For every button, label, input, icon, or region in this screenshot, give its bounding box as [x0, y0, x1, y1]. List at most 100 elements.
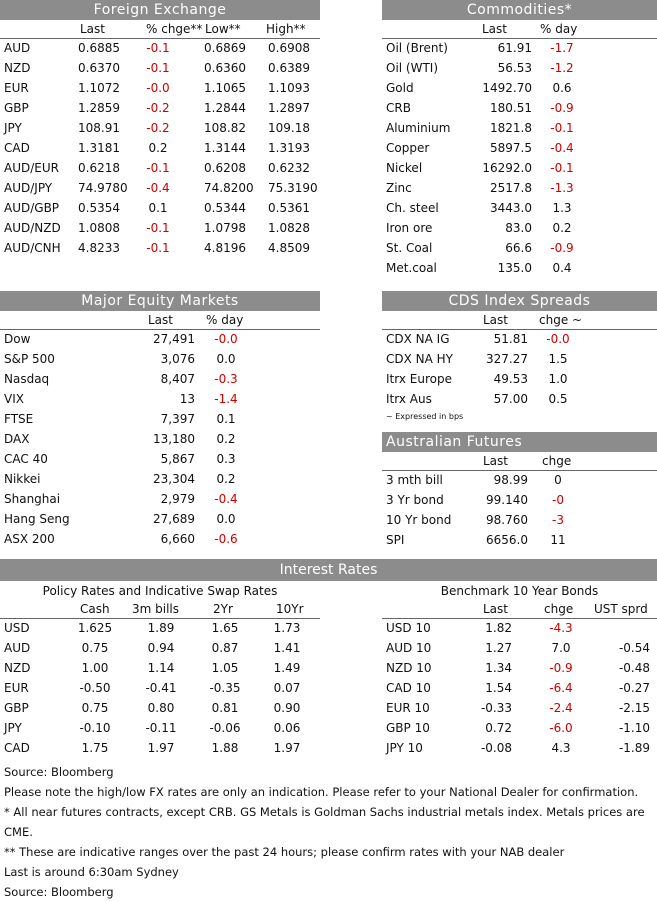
equity-row: Nikkei 23,304 0.2	[0, 470, 320, 490]
equity-chge: -0.0	[214, 332, 238, 346]
fx-low: 1.1065	[204, 81, 246, 95]
bond-ust-sprd: -0.54	[618, 641, 650, 655]
cds-name: Itrx Aus	[386, 392, 432, 406]
commodity-row: Nickel 16292.0 -0.1	[382, 159, 657, 179]
fx-row: AUD/NZD 1.0808 -0.1 1.0798 1.0828	[0, 219, 320, 239]
cds-last: 49.53	[493, 372, 528, 386]
commodity-name: Nickel	[386, 161, 423, 175]
footer-line: Source: Bloomberg	[4, 765, 114, 779]
fx-low: 74.8200	[204, 181, 254, 195]
commodity-chge: -0.4	[550, 141, 574, 155]
equity-name: ASX 200	[4, 532, 55, 546]
cds-chge: 1.0	[548, 372, 568, 386]
cds-chge: 0.5	[548, 392, 568, 406]
fx-row: AUD/EUR 0.6218 -0.1 0.6208 0.6232	[0, 159, 320, 179]
commodities-header-last: Last	[482, 22, 507, 36]
commodity-name: Oil (Brent)	[386, 41, 448, 55]
commodity-row: Gold 1492.70 0.6	[382, 79, 657, 99]
fx-high: 1.2897	[268, 101, 310, 115]
fx-chge: -0.1	[146, 61, 170, 75]
policy-cash: 1.625	[77, 621, 113, 635]
commodity-last: 66.6	[505, 241, 532, 255]
fx-currency: JPY	[4, 121, 22, 135]
fx-last: 1.0808	[78, 221, 120, 235]
fx-title: Foreign Exchange	[0, 0, 320, 20]
equity-name: Nasdaq	[4, 372, 50, 386]
fx-row: AUD/CNH 4.8233 -0.1 4.8196 4.8509	[0, 239, 320, 259]
commodity-row: St. Coal 66.6 -0.9	[382, 239, 657, 259]
equity-row: VIX 13 -1.4	[0, 390, 320, 410]
commodity-last: 1492.70	[482, 81, 532, 95]
equity-row: DAX 13,180 0.2	[0, 430, 320, 450]
commodity-last: 83.0	[505, 221, 532, 235]
fx-last: 74.9780	[78, 181, 128, 195]
commodity-last: 3443.0	[490, 201, 532, 215]
policy-rates-panel: Policy Rates and Indicative Swap Rates C…	[0, 582, 320, 759]
equity-name: Nikkei	[4, 472, 41, 486]
futures-chge: 0	[554, 473, 562, 487]
fx-currency: AUD/GBP	[4, 201, 60, 215]
fx-currency: CAD	[4, 141, 30, 155]
bond-ust-sprd: -0.27	[618, 681, 650, 695]
policy-10yr: 1.97	[273, 741, 301, 755]
commodity-chge: -1.2	[550, 61, 574, 75]
futures-last: 98.760	[486, 513, 528, 527]
commodity-chge: 0.6	[552, 81, 572, 95]
commodity-chge: -1.7	[550, 41, 574, 55]
policy-10yr: 1.49	[273, 661, 301, 675]
futures-name: SPI	[386, 533, 405, 547]
cds-header-last: Last	[483, 313, 508, 327]
cds-last: 57.00	[493, 392, 528, 406]
bond-name: JPY 10	[386, 741, 423, 755]
policy-2yr: 1.65	[211, 621, 239, 635]
commodity-row: Iron ore 83.0 0.2	[382, 219, 657, 239]
cds-header-row: Last chge ~	[382, 311, 657, 330]
equity-last: 23,304	[153, 472, 195, 486]
fx-chge: 0.1	[148, 201, 168, 215]
commodity-row: Met.coal 135.0 0.4	[382, 259, 657, 279]
futures-row: SPI 6656.0 11	[382, 531, 657, 551]
bond-name: CAD 10	[386, 681, 431, 695]
bond-chge: -4.3	[549, 621, 573, 635]
commodities-title: Commodities*	[382, 0, 657, 20]
commodity-last: 2517.8	[490, 181, 532, 195]
equity-chge: -0.6	[214, 532, 238, 546]
fx-header-low: Low**	[205, 22, 241, 36]
fx-chge: -0.2	[146, 101, 170, 115]
bond-chge: -0.9	[549, 661, 573, 675]
fx-high: 0.6389	[268, 61, 310, 75]
equity-name: Dow	[4, 332, 31, 346]
commodity-chge: 1.3	[552, 201, 572, 215]
commodity-name: Iron ore	[386, 221, 433, 235]
fx-row: AUD 0.6885 -0.1 0.6869 0.6908	[0, 39, 320, 59]
commodity-name: Oil (WTI)	[386, 61, 439, 75]
footer-line: * All near futures contracts, except CRB…	[4, 805, 645, 839]
fx-high: 1.1093	[268, 81, 310, 95]
fx-row: JPY 108.91 -0.2 108.82 109.18	[0, 119, 320, 139]
policy-bills: 1.89	[147, 621, 175, 635]
policy-row: AUD 0.75 0.94 0.87 1.41	[0, 639, 320, 659]
equity-chge: 0.1	[216, 412, 236, 426]
equity-chge: 0.2	[216, 472, 236, 486]
fx-chge: -0.1	[146, 241, 170, 255]
commodity-name: Ch. steel	[386, 201, 439, 215]
equity-row: CAC 40 5,867 0.3	[0, 450, 320, 470]
equity-chge: 0.0	[216, 512, 236, 526]
commodity-chge: -0.9	[550, 101, 574, 115]
equity-last: 8,407	[160, 372, 195, 386]
fx-row: EUR 1.1072 -0.0 1.1065 1.1093	[0, 79, 320, 99]
cds-note: ~ Expressed in bps	[386, 412, 464, 421]
bond-last: 1.27	[485, 641, 512, 655]
equity-last: 27,491	[153, 332, 195, 346]
fx-currency: AUD/CNH	[4, 241, 61, 255]
equity-header-row: Last % day	[0, 311, 320, 330]
equity-last: 3,076	[160, 352, 195, 366]
commodity-row: Zinc 2517.8 -1.3	[382, 179, 657, 199]
bond-name: NZD 10	[386, 661, 432, 675]
fx-header-last: Last	[80, 22, 105, 36]
commodity-chge: -0.1	[550, 121, 574, 135]
bond-row: JPY 10 -0.08 4.3 -1.89	[382, 739, 657, 759]
bonds-header-last: Last	[483, 602, 508, 616]
futures-panel: Australian Futures Last chge 3 mth bill 9…	[382, 432, 657, 551]
cds-panel: CDS Index Spreads Last chge ~ CDX NA IG 5…	[382, 291, 657, 424]
